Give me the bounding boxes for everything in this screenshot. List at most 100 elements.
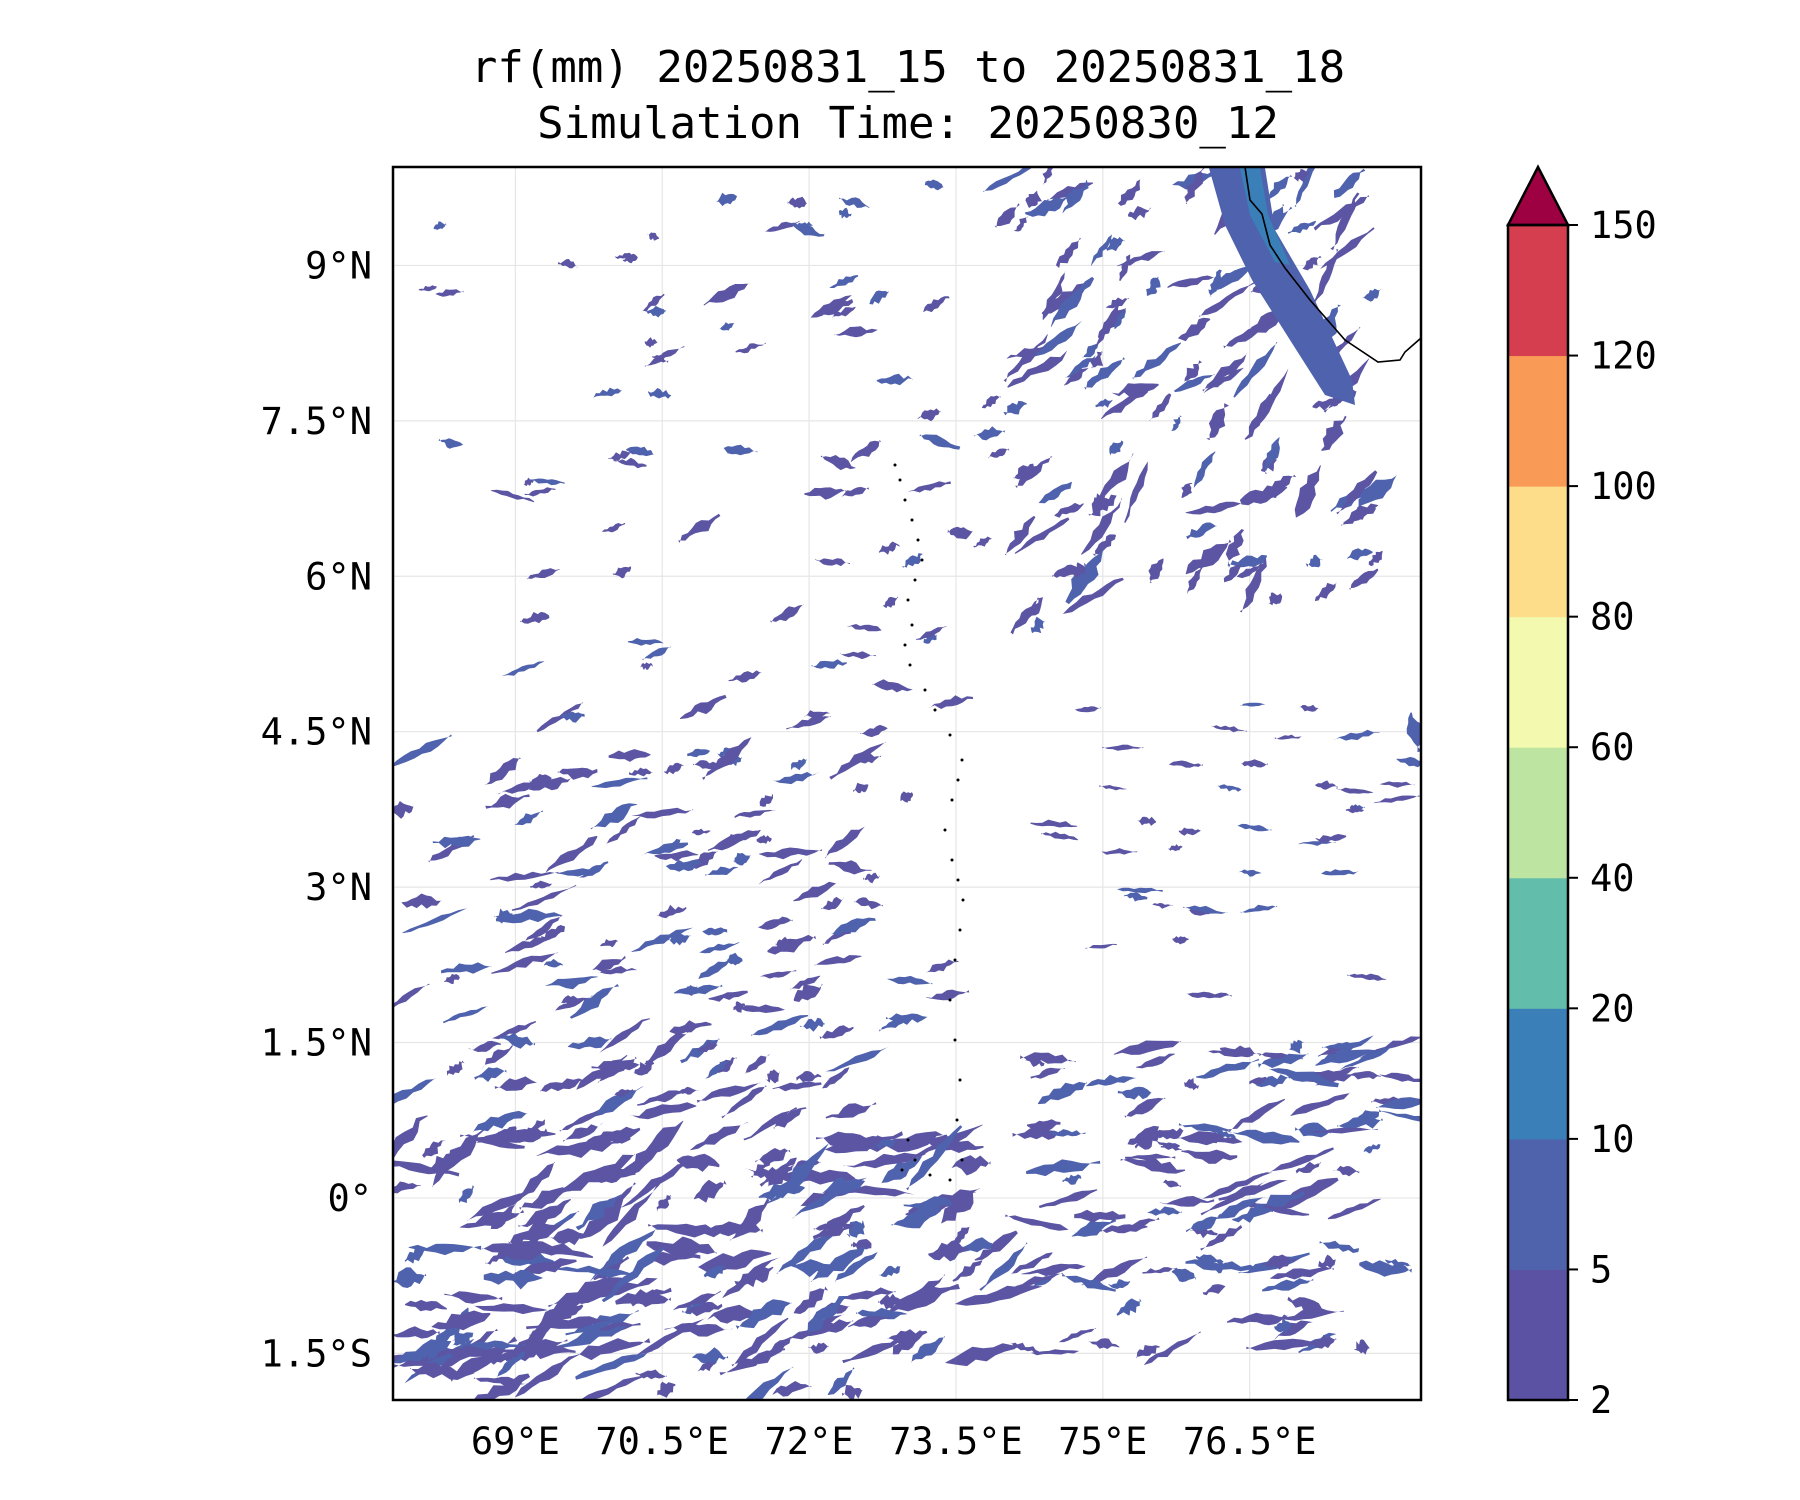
rainfall-cell [733,1004,785,1013]
rainfall-cell [974,1230,1018,1261]
atoll-dot [943,828,947,832]
longitude-axis: 69°E 70.5°E 72°E 73.5°E 75°E 76.5°E [471,1420,1317,1463]
rainfall-cell [754,1335,792,1367]
rainfall-cell [908,481,951,493]
rainfall-cell [821,896,844,911]
rainfall-cell [472,1110,528,1132]
rainfall-cell [1185,501,1241,515]
rainfall-cell [722,1257,780,1298]
rainfall-cell [765,1069,781,1084]
rainfall-cell [628,767,653,777]
rainfall-cell [495,1126,517,1142]
rainfall-cell [698,956,734,979]
rainfall-cell [945,1342,1024,1367]
rainfall-cell [876,373,913,386]
rainfall-cell [1038,1189,1098,1209]
rainfall-cell [758,859,803,885]
rainfall-cell [1349,568,1379,590]
rainfall-cell [1203,1172,1272,1199]
atoll-dot [908,663,912,667]
rainfall-cell [952,1260,983,1282]
rainfall-cell [1184,167,1206,205]
rainfall-cell [1289,1092,1351,1117]
rainfall-cell [848,1316,892,1328]
rainfall-cell [783,1259,838,1278]
rainfall-cell [529,1292,587,1336]
rainfall-cell [654,850,699,862]
rainfall-cell [900,791,914,803]
rainfall-cell [839,197,870,208]
rainfall-cell [458,1185,474,1204]
rainfall-cell [1159,1196,1215,1207]
rainfall-cell [1084,357,1126,390]
rainfall-cell [775,936,791,952]
rainfall-cell [1264,437,1280,475]
rainfall-cell [1313,195,1370,231]
rainfall-cell [696,1082,761,1103]
rainfall-cell [822,1067,850,1089]
rainfall-cell [468,1040,502,1052]
rainfall-cell [819,1025,854,1040]
rainfall-cell [1225,529,1245,566]
rainfall-cell [1183,905,1228,914]
rainfall-cell [731,1317,789,1367]
rainfall-cell [393,983,430,1008]
india-coastline [1244,167,1421,363]
rainfall-cell [608,749,651,762]
rainfall-cell [1350,1071,1381,1080]
rainfall-cell [1185,1213,1222,1233]
rainfall-cell [1223,320,1278,349]
rainfall-cell [721,1085,767,1119]
rainfall-cell [594,966,638,975]
rainfall-cell [1305,1127,1378,1134]
rainfall-cell [491,952,558,974]
rainfall-cell [808,1342,829,1354]
latitude-tick-label: 3°N [305,866,372,909]
rainfall-cell [555,1265,643,1278]
rainfall-cell [850,439,882,463]
rainfall-cell [1012,1128,1060,1140]
rainfall-cell [807,1295,849,1333]
rainfall-cell [656,1381,676,1398]
rainfall-cell [693,1179,727,1203]
rainfall-cell [561,995,582,1007]
rainfall-cell [1021,1263,1086,1277]
rainfall-cell [759,847,822,860]
rainfall-cell [1108,1279,1131,1289]
rainfall-cell [744,1054,770,1074]
rainfall-cell [408,1243,482,1256]
rainfall-cell [1217,784,1242,792]
atoll-dot [958,1078,962,1082]
rainfall-cell [630,1102,697,1120]
rainfall-cell [1063,367,1089,386]
rainfall-cell [1196,1058,1260,1079]
rainfall-cell [490,489,535,503]
rainfall-cell [703,283,749,306]
rainfall-cell [1236,563,1266,579]
rainfall-cell [888,1283,960,1312]
colorbar-tick-label: 20 [1590,987,1635,1030]
rainfall-cell [786,716,832,730]
rainfall-cell [1274,1320,1314,1340]
rainfall-cell [1241,759,1268,768]
rainfall-cell [1311,248,1339,306]
rainfall-cell [1114,308,1126,329]
rainfall-cell [1239,557,1267,613]
rainfall-cell [772,1381,812,1397]
rainfall-cell [981,395,1001,409]
atoll-dot [928,1173,932,1177]
rainfall-cell [431,1310,491,1331]
rainfall-cell [1090,234,1112,266]
rainfall-cell [402,908,467,934]
rainfall-cell [1258,1053,1309,1068]
rainfall-cell [1349,1109,1382,1129]
rainfall-cell [536,1139,623,1158]
rainfall-cell [799,1017,825,1032]
rainfall-cell [393,1336,461,1364]
rainfall-cell [1312,1334,1337,1349]
rainfall-cell [979,1242,1028,1291]
rainfall-cell [435,289,464,297]
rainfall-cell [791,758,808,771]
rainfall-cell [473,1303,553,1315]
rainfall-cell [443,1006,488,1024]
